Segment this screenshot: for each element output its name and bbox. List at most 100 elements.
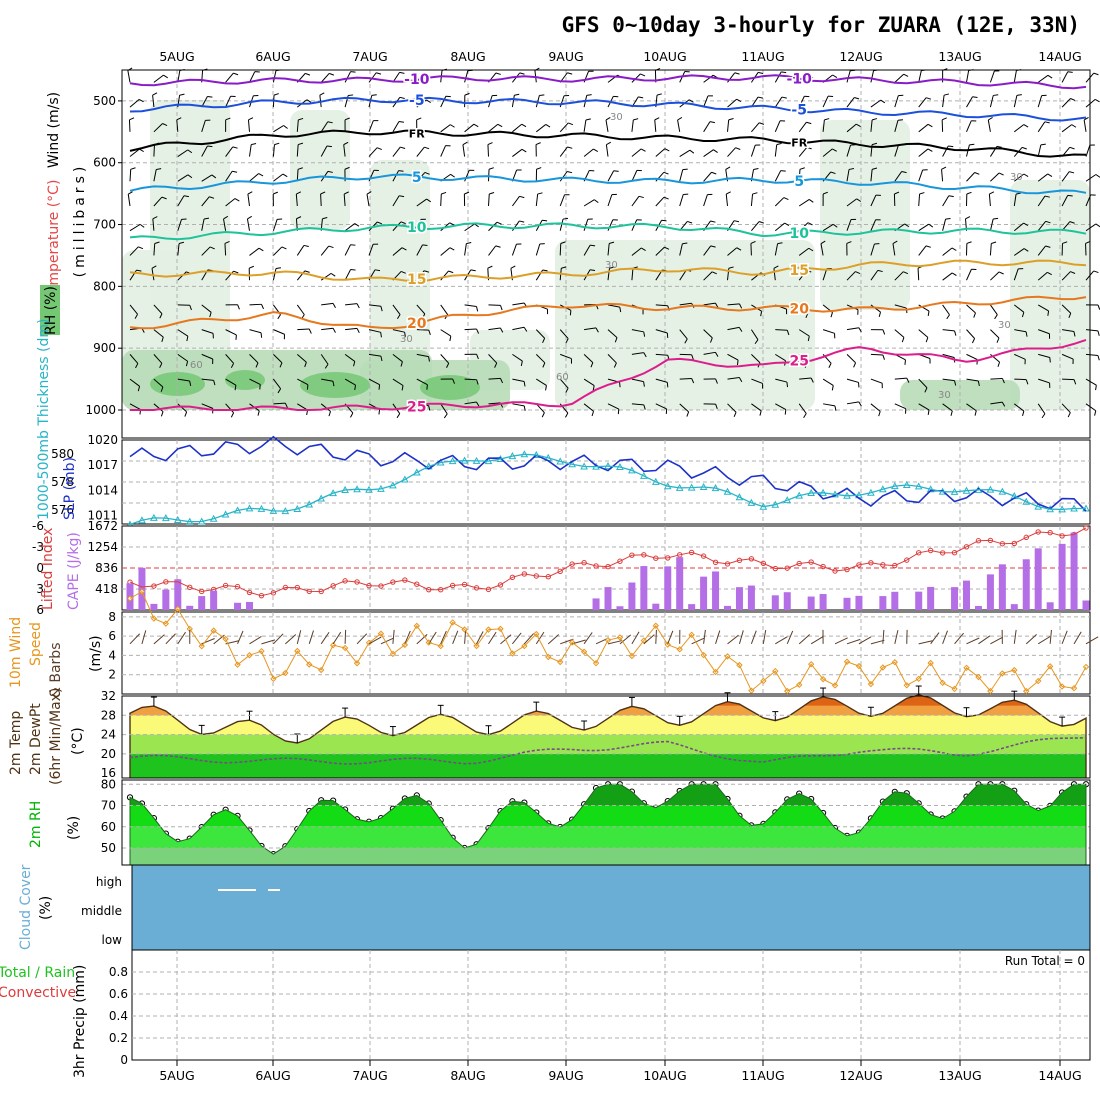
wind-barb-flag: [750, 241, 756, 244]
wind-barb: [392, 221, 402, 232]
wind-barb-flag: [470, 269, 476, 272]
upper-tick-label: 600: [93, 156, 116, 170]
wind-barb: [918, 329, 929, 338]
chart-title: GFS 0~10day 3-hourly for ZUARA (12E, 33N…: [562, 13, 1080, 37]
wind-barb-flag: [713, 149, 718, 153]
wind-barb-10m: [488, 631, 497, 645]
wind-barb: [894, 144, 899, 157]
wind-barb: [321, 327, 334, 331]
rh-dark-2: [300, 372, 370, 398]
wind-barb: [703, 149, 714, 157]
wind-tick: 6: [108, 629, 116, 643]
wind-barb-flag: [380, 332, 382, 338]
wind-barb-flag: [736, 98, 742, 103]
date-label-bottom: 10AUG: [643, 1068, 686, 1083]
temp-band: [130, 734, 1086, 754]
rh2m-label: 2m RH: [28, 801, 44, 848]
wind-barb-flag: [806, 121, 812, 125]
wind-barb: [1037, 121, 1046, 133]
li-marker: [760, 560, 767, 567]
rh-contour-label: 30: [610, 112, 623, 123]
isotherm-label-p20: 20: [789, 302, 809, 318]
wind-barb: [464, 70, 469, 83]
wind-barb: [966, 70, 970, 83]
rh-band: [130, 826, 1086, 848]
wind-barb: [416, 244, 423, 256]
temp-tick: 20: [101, 747, 116, 761]
wind-barb-flag: [1001, 401, 1006, 407]
wind-barb: [894, 120, 899, 132]
wind-barb-flag: [897, 119, 904, 121]
wind-barb: [392, 304, 401, 315]
wind-barb: [344, 269, 352, 281]
wind-barb-flag: [1023, 173, 1029, 178]
wind-barb-flag: [739, 303, 743, 309]
li-marker: [246, 589, 253, 596]
wind-barb-flag: [686, 411, 690, 417]
wind-barb: [273, 329, 285, 335]
wind-barb-flag: [871, 142, 878, 146]
temp-label-b: 2m DewPt: [28, 703, 44, 775]
rh-shade-4: [555, 240, 815, 410]
wind-barb-flag: [232, 170, 238, 173]
wind-barb: [464, 304, 477, 307]
wind-barb: [321, 378, 334, 382]
wind-barb-flag: [633, 118, 639, 121]
date-label-bottom: 14AUG: [1038, 1068, 1081, 1083]
wind-barb: [344, 223, 356, 232]
wind-barb-flag: [230, 363, 235, 368]
wind-barb-flag: [1023, 222, 1029, 226]
wind-barb: [1013, 222, 1024, 232]
wind-barb-flag: [397, 314, 401, 320]
rh2m-unit: (%): [66, 816, 82, 840]
wind-barb-flag: [643, 404, 646, 410]
wind-barb: [751, 354, 761, 364]
wind-barb-flag: [619, 307, 622, 313]
wind-barb-10m: [237, 630, 244, 645]
dewpoint-series: [129, 737, 1087, 765]
wind-barb-flag: [715, 302, 719, 308]
wind-barb: [631, 403, 644, 406]
wind-barb: [1013, 173, 1025, 182]
wind-barb: [679, 302, 692, 306]
wind-barb-10m: [356, 633, 368, 645]
wind-barb-flag: [966, 191, 972, 195]
wind-barb: [822, 119, 825, 132]
wind-barb: [1013, 194, 1017, 207]
temp-tick: 28: [101, 708, 116, 722]
cape-bar: [162, 589, 170, 610]
wind-barb: [225, 329, 237, 336]
isotherm-fr: [129, 129, 1087, 158]
wind-barb-flag: [638, 96, 644, 99]
wind-barb: [201, 353, 213, 360]
wind-barb: [703, 121, 711, 133]
temp-band: [130, 753, 1086, 778]
wind-barb-flag: [487, 142, 493, 146]
wind-barb: [201, 403, 213, 409]
wind-barb: [774, 144, 778, 157]
wind-barb-flag: [354, 223, 360, 227]
isotherm-p20: [129, 295, 1087, 330]
wind-barb: [177, 403, 187, 413]
wind-barb: [320, 121, 329, 133]
wind-barb-flag: [183, 195, 190, 198]
wind-barb: [416, 99, 427, 108]
wind-barb: [511, 196, 520, 207]
wind-barb: [1013, 95, 1018, 108]
wind-barb: [152, 218, 155, 231]
wind-barb-flag: [562, 217, 569, 220]
wind-barb: [751, 403, 762, 412]
wind-barb-flag: [728, 266, 734, 269]
wind-barb-flag: [736, 247, 742, 251]
wind-barb: [727, 326, 740, 331]
wind-barb: [440, 145, 447, 157]
wind-barb-flag: [1093, 270, 1099, 274]
wind-barb-flag: [258, 173, 264, 177]
wind-barb-flag: [710, 220, 716, 223]
wind-barb-flag: [684, 338, 688, 344]
wind-barb-flag: [230, 412, 235, 418]
wind-barb: [823, 403, 836, 407]
wind-barb-flag: [159, 363, 163, 369]
wind-barb: [297, 328, 310, 331]
wind-barb-flag: [320, 191, 326, 195]
